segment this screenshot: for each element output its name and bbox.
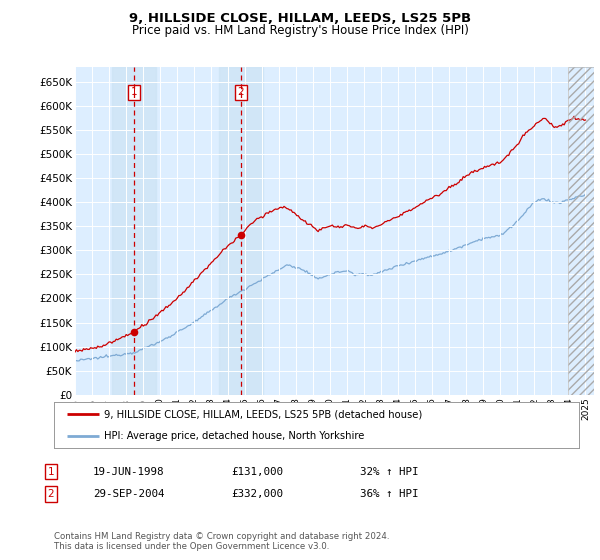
- Bar: [218, 67, 263, 395]
- Text: 2: 2: [47, 489, 55, 499]
- Bar: [112, 67, 156, 395]
- Text: 32% ↑ HPI: 32% ↑ HPI: [360, 466, 419, 477]
- Text: HPI: Average price, detached house, North Yorkshire: HPI: Average price, detached house, Nort…: [104, 431, 364, 441]
- Text: Price paid vs. HM Land Registry's House Price Index (HPI): Price paid vs. HM Land Registry's House …: [131, 24, 469, 36]
- Text: 29-SEP-2004: 29-SEP-2004: [93, 489, 164, 499]
- Text: 19-JUN-1998: 19-JUN-1998: [93, 466, 164, 477]
- Text: 9, HILLSIDE CLOSE, HILLAM, LEEDS, LS25 5PB (detached house): 9, HILLSIDE CLOSE, HILLAM, LEEDS, LS25 5…: [104, 409, 422, 419]
- Text: £332,000: £332,000: [231, 489, 283, 499]
- Text: 36% ↑ HPI: 36% ↑ HPI: [360, 489, 419, 499]
- Text: £131,000: £131,000: [231, 466, 283, 477]
- Text: 2: 2: [238, 87, 244, 97]
- Text: Contains HM Land Registry data © Crown copyright and database right 2024.
This d: Contains HM Land Registry data © Crown c…: [54, 532, 389, 552]
- Text: 1: 1: [47, 466, 55, 477]
- Text: 9, HILLSIDE CLOSE, HILLAM, LEEDS, LS25 5PB: 9, HILLSIDE CLOSE, HILLAM, LEEDS, LS25 5…: [129, 12, 471, 25]
- Text: 1: 1: [131, 87, 137, 97]
